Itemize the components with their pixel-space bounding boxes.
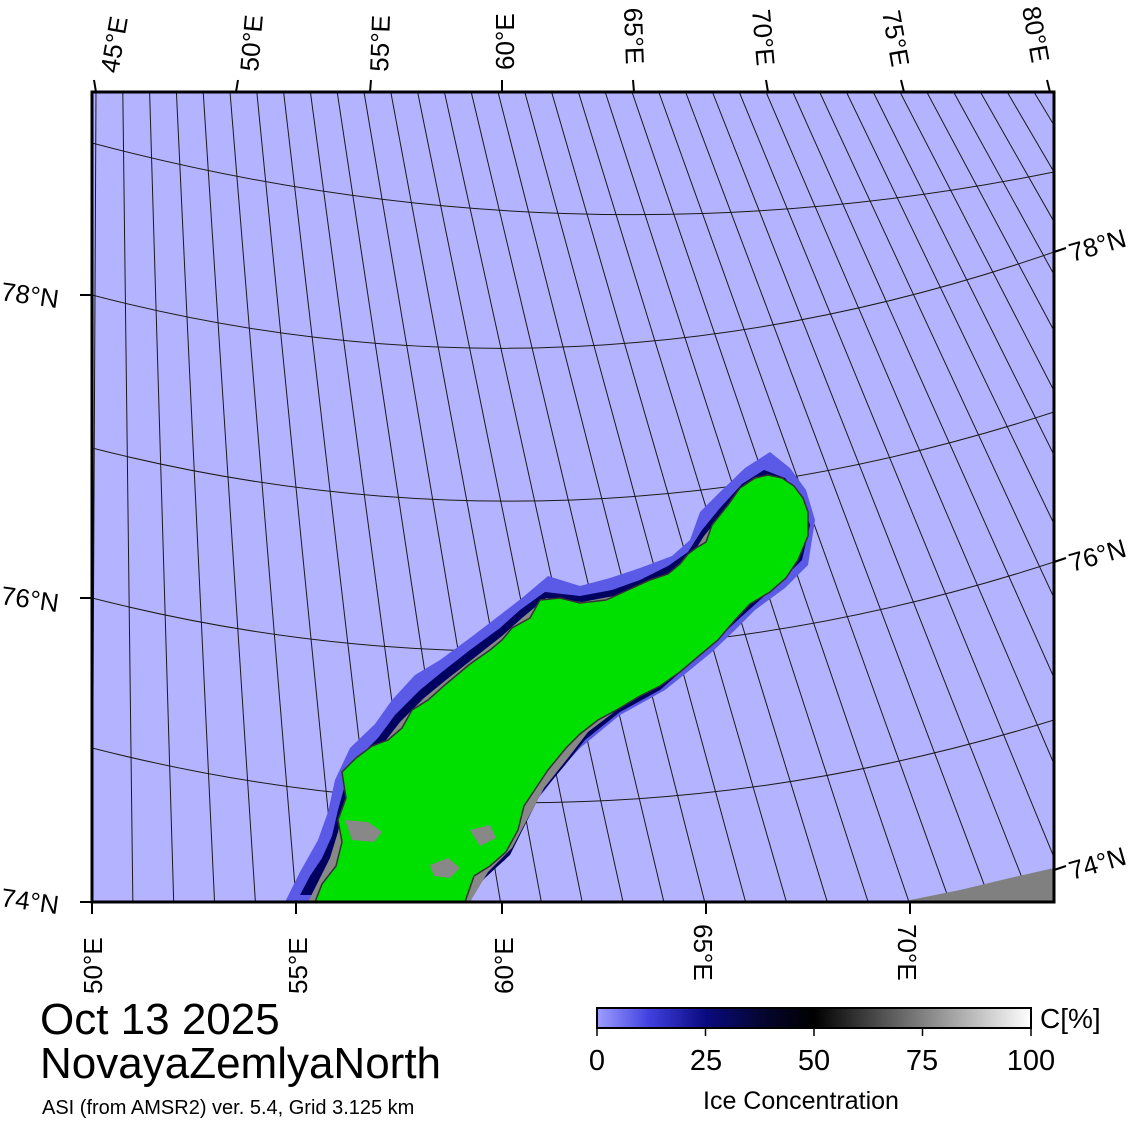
top-lon-label: 65°E: [618, 7, 650, 65]
top-lon-label: 45°E: [94, 14, 133, 75]
colorbar-title: Ice Concentration: [703, 1087, 899, 1115]
map-region-name: NovayaZemlyaNorth: [40, 1039, 442, 1088]
data-source: ASI (from AMSR2) ver. 5.4, Grid 3.125 km: [42, 1097, 415, 1119]
coastal-inlet: [345, 820, 382, 842]
meridian-line: [175, 92, 216, 902]
meridian-line: [685, 92, 992, 902]
colorbar-unit: C[%]: [1040, 1003, 1101, 1034]
top-lon-label: 75°E: [876, 8, 915, 69]
colorbar-tick-label: 100: [1006, 1045, 1056, 1077]
meridian-line: [765, 92, 1054, 766]
meridian-line: [738, 92, 1054, 859]
colorbar-tick-label: 25: [689, 1045, 723, 1077]
left-lat-label: 74°N: [0, 882, 61, 920]
meridian-line: [711, 92, 1033, 902]
meridian-line: [229, 92, 297, 902]
colorbar-ticks: [596, 1028, 1032, 1036]
coastal-inlet: [430, 858, 460, 878]
right-lat-label: 76°N: [1065, 533, 1129, 578]
bottom-lon-label: 70°E: [892, 924, 922, 981]
colorbar: [596, 1007, 1032, 1029]
top-longitude-labels: 45°E 50°E 55°E 60°E 65°E 70°E 75°E 80°E: [94, 4, 1055, 75]
left-lat-label: 78°N: [0, 276, 61, 314]
meridian-line: [497, 92, 706, 902]
colorbar-tick-label: 75: [905, 1045, 939, 1077]
frame-ticks: [80, 79, 1067, 914]
meridian-line: [551, 92, 787, 902]
bottom-lon-label: 65°E: [688, 924, 718, 981]
top-lon-label: 70°E: [746, 8, 781, 67]
bottom-lon-label: 55°E: [283, 937, 313, 994]
meridian-line: [470, 92, 665, 902]
map-date: Oct 13 2025: [40, 995, 280, 1044]
right-latitude-labels: 78°N 76°N 74°N: [1065, 223, 1129, 886]
bottom-lon-label: 50°E: [78, 937, 108, 994]
meridian-line: [792, 92, 1054, 679]
meridian-line: [953, 92, 1054, 276]
meridian-line: [845, 92, 1054, 525]
left-latitude-labels: 78°N 76°N 74°N: [0, 276, 61, 920]
top-lon-label: 55°E: [364, 15, 396, 73]
coastal-inlet: [470, 825, 496, 846]
top-lon-label: 50°E: [234, 13, 269, 72]
colorbar-tick-label: 0: [588, 1045, 606, 1077]
meridian-line: [1061, 92, 1147, 902]
left-lat-label: 76°N: [0, 580, 61, 618]
colorbar-tick-label: 50: [797, 1045, 831, 1077]
top-lon-label: 60°E: [490, 13, 520, 70]
meridian-line: [524, 92, 747, 902]
meridian-line: [122, 92, 134, 902]
meridian-line: [443, 92, 624, 902]
meridian-line: [926, 92, 1054, 332]
meridian-line: [872, 92, 1054, 457]
meridian-line: [149, 92, 175, 902]
map-frame: [90, 90, 1056, 904]
right-lat-label: 78°N: [1065, 223, 1129, 268]
meridian-line: [202, 92, 256, 902]
meridian-line: [819, 92, 1054, 600]
bottom-longitude-labels: 50°E 55°E 60°E 65°E 70°E: [78, 924, 922, 994]
meridian-line: [577, 92, 828, 902]
bottom-lon-label: 60°E: [489, 937, 519, 994]
meridian-line: [899, 92, 1054, 392]
top-lon-label: 80°E: [1016, 4, 1055, 65]
ocean-area: [92, 92, 1054, 902]
parallel-lines: [92, 142, 1054, 804]
novaya-zemlya-land: [314, 474, 809, 902]
taymyr-coast-land: [900, 868, 1054, 902]
meridian-line: [256, 92, 338, 902]
right-lat-label: 74°N: [1065, 841, 1129, 886]
